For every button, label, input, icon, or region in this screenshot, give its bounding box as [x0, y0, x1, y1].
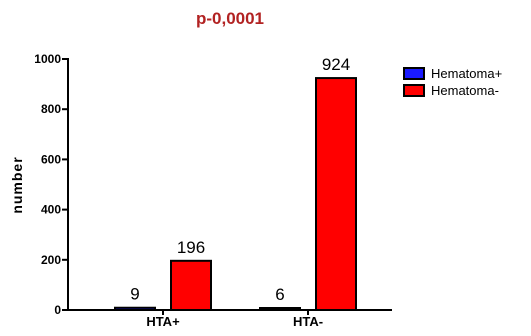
y-axis: 0 200 400 600 800 1000 — [34, 52, 69, 317]
data-label: 6 — [275, 285, 284, 304]
y-tick-label: 600 — [41, 152, 61, 166]
legend-swatch — [403, 67, 425, 80]
data-label: 924 — [322, 55, 350, 74]
x-tick-label: HTA- — [293, 314, 323, 329]
x-axis: HTA+ HTA- — [68, 309, 392, 329]
legend-label: Hematoma+ — [431, 66, 502, 81]
bar — [315, 77, 357, 311]
data-label: 196 — [177, 238, 205, 257]
y-tick-label: 800 — [41, 102, 61, 116]
y-tick-label: 0 — [54, 303, 61, 317]
bar — [259, 307, 301, 311]
y-tick-label: 200 — [41, 253, 61, 267]
y-tick-label: 1000 — [34, 52, 61, 66]
bars — [114, 77, 357, 311]
x-tick-label: HTA+ — [146, 314, 180, 329]
legend-swatch — [403, 84, 425, 97]
data-label: 9 — [130, 285, 139, 304]
data-labels: 9 196 6 924 — [130, 55, 350, 304]
y-tick-label: 400 — [41, 203, 61, 217]
bar — [170, 259, 212, 311]
y-axis-label: number — [9, 156, 25, 213]
legend-label: Hematoma- — [431, 83, 499, 98]
chart-title: p-0,0001 — [196, 9, 264, 28]
bar — [114, 306, 156, 311]
legend: Hematoma+ Hematoma- — [403, 66, 502, 98]
